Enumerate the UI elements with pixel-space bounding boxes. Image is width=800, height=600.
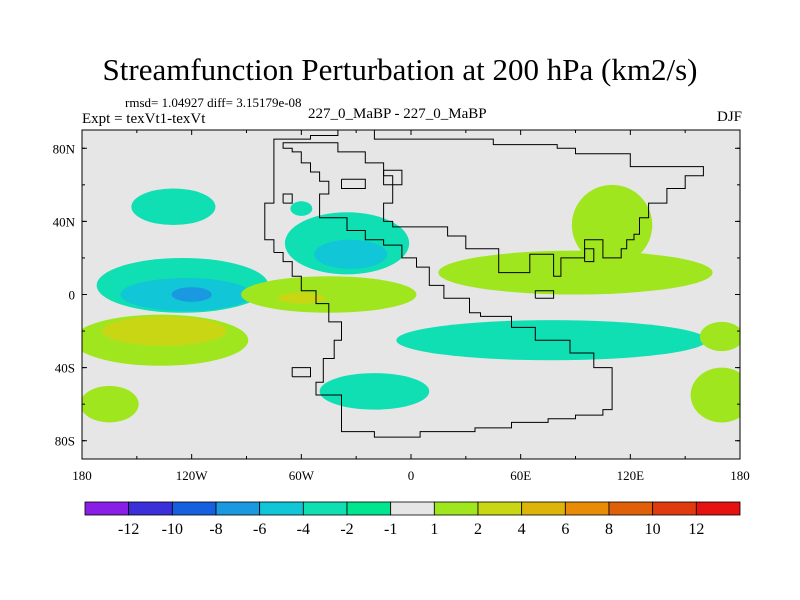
y-tick-label: 40S (55, 361, 75, 376)
subtitle-right: DJF (716, 109, 742, 125)
contour-region (131, 188, 216, 226)
y-tick-label: 80N (53, 141, 76, 156)
x-tick-label: 180 (72, 468, 92, 483)
x-tick-label: 0 (408, 468, 415, 483)
y-tick-label: 80S (55, 434, 75, 449)
coastline (264, 130, 704, 438)
contour-region (690, 367, 740, 423)
coastline (584, 248, 595, 263)
colorbar-label: 12 (688, 521, 704, 538)
coastline (383, 169, 403, 186)
colorbar-box (259, 501, 304, 516)
colorbar-box (390, 501, 435, 516)
colorbar: -12 -10 -8 -6 -4 -2 -1 1 2 4 6 8 10 12 (84, 501, 741, 538)
contour-region (314, 239, 388, 269)
colorbar-label: -6 (253, 521, 266, 538)
x-tick-label: 60W (289, 468, 315, 483)
colorbar-label: 4 (518, 521, 526, 538)
colorbar-box (128, 501, 173, 516)
colorbar-box (695, 501, 741, 516)
contour-region (82, 385, 139, 423)
coastline (534, 290, 555, 299)
subtitle-left: Expt = texVt1-texVt (82, 111, 206, 127)
contour-region (241, 276, 417, 313)
x-tick-label: 120E (617, 468, 645, 483)
contour-region (290, 201, 313, 216)
colorbar-label: -10 (162, 521, 183, 538)
contour-region (277, 292, 326, 304)
contour-region (171, 287, 212, 302)
y-tick-label: 0 (69, 288, 76, 303)
contour-region (438, 250, 713, 295)
colorbar-box (652, 501, 697, 516)
coastline (282, 193, 293, 204)
colorbar-box (564, 501, 610, 516)
colorbar-box (477, 501, 523, 516)
colorbar-label: -4 (297, 521, 310, 538)
contour-region (699, 321, 740, 352)
coastline (341, 178, 366, 189)
colorbar-label: -8 (209, 521, 222, 538)
colorbar-label: 2 (474, 521, 482, 538)
colorbar-box (215, 501, 261, 516)
colorbar-box (171, 501, 217, 516)
colorbar-label: -1 (384, 521, 397, 538)
colorbar-label: 6 (561, 521, 569, 538)
colorbar-label: 8 (605, 521, 613, 538)
contour-region (319, 373, 430, 410)
coastline (291, 367, 311, 378)
colorbar-label: -12 (118, 521, 139, 538)
colorbar-box (84, 501, 130, 516)
colorbar-box (302, 501, 348, 516)
x-tick-label: 120W (176, 468, 209, 483)
colorbar-box (346, 501, 392, 516)
y-tick-label: 40N (53, 214, 76, 229)
map-layer (82, 130, 740, 459)
x-tick-label: 60E (510, 468, 531, 483)
colorbar-label: 1 (430, 521, 438, 538)
subtitle-center: 227_0_MaBP - 227_0_MaBP (308, 106, 487, 122)
chart-title: Streamfunction Perturbation at 200 hPa (… (102, 52, 698, 87)
contour-region (571, 184, 653, 266)
colorbar-label: 10 (645, 521, 661, 538)
colorbar-box (433, 501, 479, 516)
colorbar-box (521, 501, 566, 516)
contour-region (102, 316, 227, 346)
axis-layer: 180 120W 60W 0 60E 120E 180 80N 40N 0 40S 80S (53, 130, 750, 483)
colorbar-box (608, 501, 654, 516)
x-tick-label: 180 (730, 468, 750, 483)
stats-text: rmsd= 1.04927 diff= 3.15179e-08 (125, 95, 302, 110)
colorbar-label: -2 (340, 521, 353, 538)
